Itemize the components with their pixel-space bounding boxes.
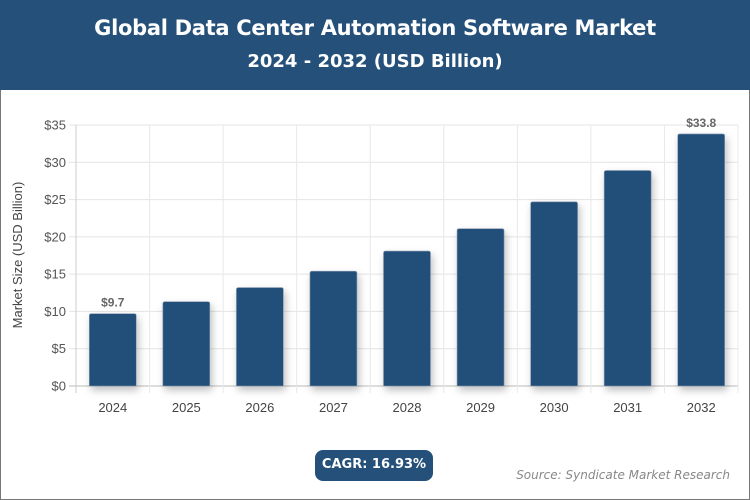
cagr-badge: CAGR: 16.93% bbox=[315, 450, 433, 481]
y-tick-label: $0 bbox=[52, 379, 66, 394]
bar-2031 bbox=[603, 170, 652, 387]
y-tick-label: $30 bbox=[44, 155, 66, 170]
bar-2026 bbox=[236, 287, 284, 387]
x-tick-label: 2025 bbox=[172, 400, 201, 415]
bar-2025 bbox=[162, 301, 211, 387]
bar-2024 bbox=[88, 313, 137, 387]
bar-2032 bbox=[677, 133, 726, 387]
chart-header: Global Data Center Automation Software M… bbox=[0, 0, 750, 90]
y-tick-label: $5 bbox=[52, 341, 66, 356]
x-tick-label: 2029 bbox=[466, 400, 495, 415]
y-tick-label: $20 bbox=[44, 229, 66, 244]
y-tick-label: $15 bbox=[44, 267, 66, 282]
bar-2028 bbox=[383, 250, 431, 387]
data-label: $9.7 bbox=[101, 296, 125, 310]
chart-title: Global Data Center Automation Software M… bbox=[94, 16, 656, 40]
y-tick-label: $35 bbox=[44, 118, 66, 133]
y-axis-label: Market Size (USD Billion) bbox=[10, 182, 25, 329]
y-tick-label: $10 bbox=[44, 304, 66, 319]
bar-2027 bbox=[309, 270, 358, 387]
x-tick-label: 2024 bbox=[98, 400, 127, 415]
x-tick-label: 2028 bbox=[393, 400, 422, 415]
y-tick-label: $25 bbox=[44, 192, 66, 207]
bar-2029 bbox=[456, 228, 505, 387]
x-tick-label: 2032 bbox=[687, 400, 716, 415]
bar-2030 bbox=[530, 201, 578, 387]
x-tick-label: 2030 bbox=[540, 400, 569, 415]
x-tick-label: 2027 bbox=[319, 400, 348, 415]
data-label: $33.8 bbox=[686, 116, 716, 130]
source-note: Source: Syndicate Market Research bbox=[516, 468, 730, 482]
x-tick-label: 2031 bbox=[613, 400, 642, 415]
chart-subtitle: 2024 - 2032 (USD Billion) bbox=[247, 51, 503, 72]
x-tick-label: 2026 bbox=[245, 400, 274, 415]
